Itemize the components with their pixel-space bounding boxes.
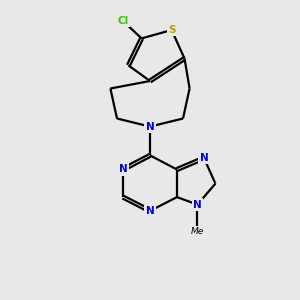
Text: N: N	[200, 153, 208, 163]
Text: N: N	[118, 164, 127, 175]
Text: Me: Me	[191, 227, 204, 236]
Text: Cl: Cl	[117, 16, 129, 26]
Text: S: S	[168, 25, 175, 35]
Text: N: N	[193, 200, 202, 210]
Text: N: N	[146, 122, 154, 132]
Text: N: N	[146, 206, 154, 216]
